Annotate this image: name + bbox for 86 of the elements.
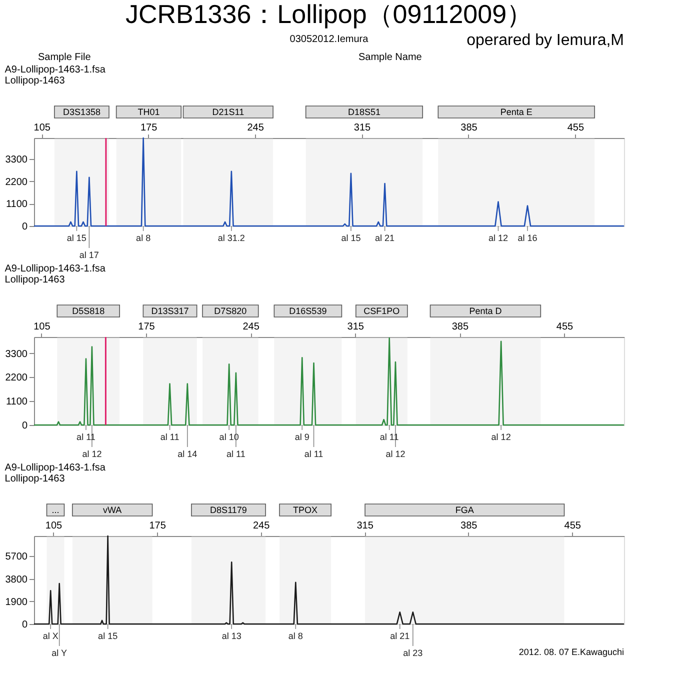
x-tick-label: 105 (45, 520, 63, 532)
y-tick-label: 0 (22, 420, 28, 432)
band-label: TH01 (138, 107, 160, 117)
line-series (33, 137, 625, 227)
text: JCRB1336：Lollipop（09112009） (125, 0, 533, 29)
annotation: al 11 (76, 432, 96, 442)
x-tick-label: 385 (460, 520, 478, 532)
y-tick-label: 3300 (5, 348, 28, 360)
annotation: al 16 (518, 233, 538, 243)
y-tick-label: 0 (22, 620, 28, 630)
y-tick-label: 3300 (5, 154, 28, 166)
band-label: Penta D (469, 306, 502, 316)
band-label: D7S820 (214, 306, 247, 316)
y-tick-label: 1900 (5, 596, 28, 608)
band-label: ... (52, 505, 60, 515)
text: operared by Iemura,M (466, 32, 624, 49)
annotation: al 21 (390, 631, 410, 641)
text: Sample File (38, 52, 92, 63)
band-label: CSF1PO (364, 306, 400, 316)
y-tick-label: 2200 (5, 176, 28, 188)
y-tick-label: 1100 (6, 199, 28, 210)
band-label: FGA (455, 505, 474, 515)
x-tick-label: 315 (354, 122, 372, 134)
annotation: al 31.2 (218, 233, 245, 243)
annotation: al 14 (178, 449, 198, 459)
chart-subtitle: Lollipop-1463 (4, 274, 66, 286)
text: 03052012.Iemura (290, 34, 369, 45)
x-tick-label: 105 (34, 122, 51, 134)
band-label: vWA (103, 505, 122, 515)
line-series (33, 337, 625, 426)
y-tick-label: 2200 (5, 372, 28, 384)
band-label: D3S1358 (62, 107, 100, 117)
x-tick-label: 105 (34, 322, 51, 332)
annotation: al 15 (98, 631, 118, 641)
x-tick-label: 385 (452, 322, 469, 332)
band-label: TPOX (293, 505, 318, 515)
annotation: al 13 (222, 631, 242, 641)
text: Sample Name (358, 52, 422, 63)
x-tick-label: 455 (567, 122, 584, 134)
x-tick-label: 315 (356, 520, 374, 532)
annotation: al 11 (226, 449, 246, 459)
annotation: al 8 (288, 631, 303, 641)
annotation: al 15 (66, 233, 86, 243)
band-label: D13S317 (151, 306, 189, 316)
annotation: al 21 (375, 233, 395, 243)
annotation: al 12 (386, 449, 406, 459)
annotation: al Y (52, 648, 68, 658)
band-label: D8S1179 (210, 505, 247, 515)
band-label: D5S818 (72, 306, 105, 316)
annotation: al 12 (82, 449, 102, 459)
annotation: al 12 (491, 432, 511, 442)
band-label: Penta E (500, 107, 532, 117)
chart-subtitle: Lollipop-1463 (4, 474, 66, 485)
annotation: al 10 (219, 432, 239, 442)
chart-title: A9-Lollipop-1463-1.fsa (4, 462, 106, 474)
x-tick-label: 385 (460, 122, 478, 134)
y-tick-label: 3800 (5, 574, 28, 586)
band-label: D16S539 (289, 306, 327, 316)
x-tick-label: 175 (138, 322, 156, 332)
annotation: al 8 (136, 233, 151, 243)
text: 2012. 08. 07 E.Kawaguchi (518, 647, 624, 657)
annotation: al X (42, 631, 58, 641)
annotation: al 15 (341, 233, 361, 243)
chart-title: A9-Lollipop-1463-1.fsa (4, 264, 106, 275)
x-tick-label: 245 (247, 122, 264, 134)
x-tick-label: 455 (556, 322, 574, 332)
chart-subtitle: Lollipop-1463 (4, 76, 66, 87)
annotation: al 9 (294, 432, 310, 442)
chart-title: A9-Lollipop-1463-1.fsa (4, 64, 106, 76)
x-tick-label: 175 (149, 520, 166, 532)
x-tick-label: 175 (140, 122, 158, 134)
y-tick-label: 5700 (5, 552, 28, 563)
x-tick-label: 455 (564, 520, 582, 532)
annotation: al 23 (403, 648, 423, 658)
annotation: al 12 (488, 233, 508, 243)
annotation: al 11 (380, 432, 399, 442)
annotation: al 17 (79, 250, 99, 260)
x-tick-label: 245 (242, 322, 260, 332)
annotation: al 11 (304, 449, 324, 459)
y-tick-label: 1100 (6, 396, 28, 408)
y-tick-label: 0 (22, 222, 28, 232)
band-label: D21S11 (212, 107, 244, 117)
band-label: D18S51 (348, 107, 380, 117)
annotation: al 11 (160, 432, 180, 442)
x-tick-label: 245 (252, 520, 270, 532)
x-tick-label: 315 (347, 322, 364, 332)
